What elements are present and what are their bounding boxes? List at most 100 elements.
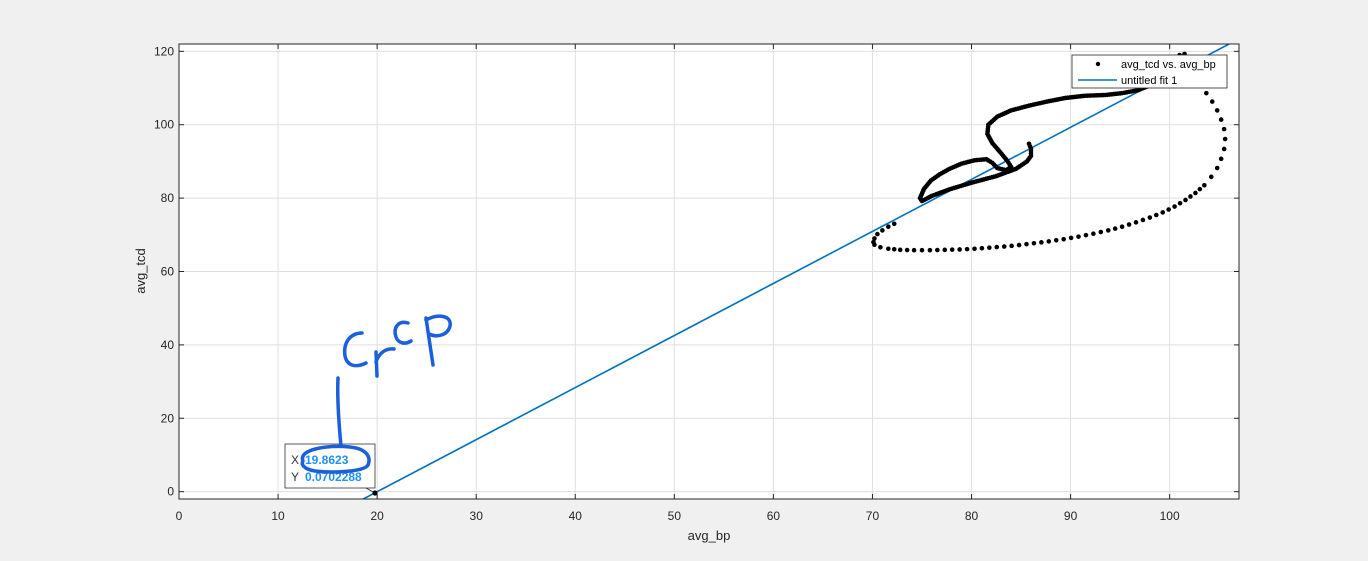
data-point (1160, 210, 1166, 215)
handwritten-annotation (300, 314, 452, 474)
data-point (1177, 200, 1183, 206)
data-tip[interactable]: X 19.8623 Y 0.0702288 (284, 443, 378, 496)
data-point (942, 247, 948, 253)
data-point (1214, 165, 1220, 171)
data-point (949, 247, 955, 252)
data-point (897, 247, 903, 253)
data-point (1119, 224, 1125, 230)
data-point (935, 247, 940, 253)
y-tick-label: 60 (161, 265, 175, 279)
data-point (1076, 234, 1081, 239)
legend[interactable]: avg_tcd vs. avg_bp untitled fit 1 (1071, 54, 1228, 89)
data-point (872, 242, 877, 248)
data-point (1105, 228, 1111, 233)
data-point (1009, 243, 1014, 249)
data-point (891, 221, 897, 227)
data-point (1001, 244, 1007, 249)
x-tick-label: 80 (965, 509, 979, 523)
data-point (1083, 232, 1089, 238)
data-point (872, 236, 877, 241)
legend-label-scatter: avg_tcd vs. avg_bp (1121, 59, 1216, 71)
data-point (1204, 90, 1209, 96)
data-point (1039, 240, 1044, 245)
data-point (1193, 190, 1198, 196)
y-tick-label: 20 (161, 411, 175, 425)
data-point (1147, 215, 1153, 220)
data-point (972, 246, 977, 252)
data-point (891, 247, 897, 252)
data-point (878, 244, 883, 250)
fit-line (362, 44, 1230, 499)
x-tick-label: 100 (1160, 509, 1180, 523)
data-point (1208, 174, 1214, 180)
data-point (880, 228, 885, 233)
data-point (1221, 146, 1227, 152)
data-tip-x-label: X (291, 453, 299, 467)
data-tip-y-value: 0.0702288 (305, 470, 362, 484)
data-point (1026, 141, 1032, 147)
data-point (994, 244, 1000, 250)
data-point (1166, 207, 1171, 212)
data-point (1222, 136, 1228, 142)
data-point (1188, 194, 1193, 199)
data-point (911, 247, 917, 253)
data-point (1133, 220, 1139, 225)
x-tick-label: 10 (271, 509, 285, 523)
y-tick-label: 0 (167, 485, 174, 499)
data-point (1024, 241, 1029, 247)
data-point (964, 246, 970, 252)
data-point (979, 245, 985, 251)
data-point (886, 224, 891, 230)
data-point (1140, 217, 1146, 223)
data-point (875, 231, 880, 237)
data-point (1197, 186, 1203, 192)
data-tip-marker (372, 490, 378, 496)
handwritten-letter-c2 (393, 320, 413, 345)
data-point (1098, 229, 1104, 235)
handwritten-circle (300, 444, 371, 474)
grid-lines (178, 44, 1239, 499)
x-tick-label: 20 (370, 509, 384, 523)
axis-ticks: 0 10 20 30 40 50 60 70 80 90 100 0 20 40 60 80 100 120 (154, 44, 1239, 523)
data-point (1214, 108, 1220, 113)
x-tick-label: 40 (569, 509, 583, 523)
y-tick-label: 120 (154, 44, 174, 58)
y-axis-label: avg_tcd (133, 248, 148, 294)
handwritten-pointer (335, 376, 343, 448)
y-tick-label: 80 (161, 191, 175, 205)
data-point (1202, 182, 1207, 188)
data-point (886, 246, 891, 252)
y-tick-label: 100 (154, 118, 174, 132)
data-point (957, 247, 962, 252)
data-point (1218, 156, 1224, 162)
data-point (919, 247, 925, 253)
data-point (1153, 212, 1159, 218)
data-point (1061, 236, 1066, 242)
data-point (1218, 117, 1224, 122)
x-tick-label: 70 (866, 509, 880, 523)
data-point (987, 245, 992, 250)
legend-marker-dot (1095, 61, 1101, 67)
data-tip-y-label: Y (291, 470, 299, 484)
x-tick-label: 90 (1064, 509, 1078, 523)
handwritten-letter-r (374, 347, 396, 378)
data-point (1112, 226, 1118, 231)
x-axis-label: avg_bp (688, 528, 731, 543)
fit-line-layer (362, 44, 1230, 499)
data-point (1053, 238, 1059, 243)
data-point (1031, 240, 1037, 246)
handwritten-letter-p (424, 314, 452, 367)
data-point (904, 247, 910, 253)
handwritten-letter-c1 (342, 331, 368, 368)
legend-label-fit: untitled fit 1 (1121, 75, 1177, 87)
data-point (1068, 235, 1074, 241)
data-point (1183, 197, 1188, 203)
x-tick-label: 60 (767, 509, 781, 523)
data-point (1126, 222, 1132, 227)
data-point (1221, 126, 1227, 132)
data-point (927, 247, 933, 253)
data-point (1172, 204, 1177, 209)
data-point (1091, 231, 1096, 237)
data-tip-box (284, 443, 376, 489)
